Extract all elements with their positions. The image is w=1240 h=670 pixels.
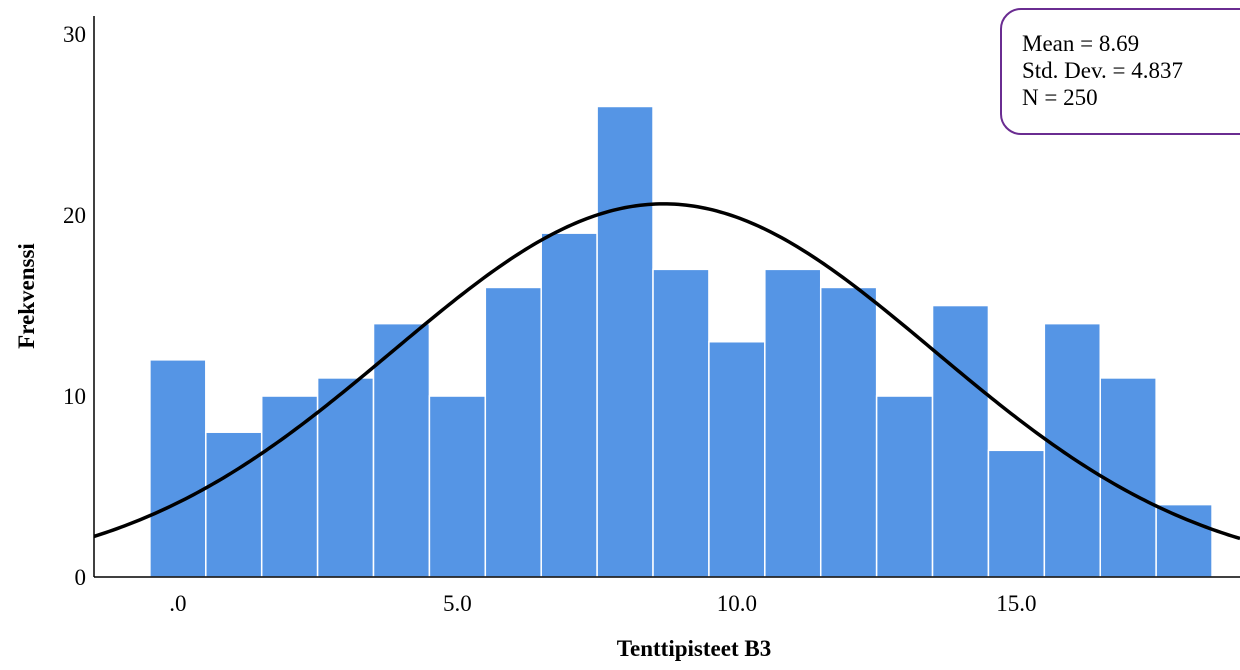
histogram-bar-4 — [372, 322, 431, 578]
histogram-bars — [149, 105, 1213, 578]
y-tick-label: 0 — [75, 565, 87, 590]
stats-n: N = 250 — [1022, 85, 1098, 110]
histogram-bar-18 — [1155, 503, 1213, 578]
x-axis-ticks: .0 5.0 10.0 15.0 — [169, 591, 1036, 616]
histogram-bar-3 — [316, 377, 375, 578]
histogram-bar-11 — [764, 268, 822, 578]
histogram-bar-8 — [596, 105, 654, 578]
y-tick-label: 20 — [63, 203, 86, 228]
histogram-bar-2 — [260, 395, 319, 578]
stats-box-frame — [1000, 8, 1240, 135]
stats-box: Mean = 8.69 Std. Dev. = 4.837 N = 250 — [1000, 8, 1240, 135]
histogram-bar-1 — [205, 431, 263, 578]
histogram-bar-15 — [987, 449, 1046, 578]
y-axis-ticks: 0 10 20 30 — [63, 22, 86, 590]
stats-mean: Mean = 8.69 — [1022, 31, 1139, 56]
x-tick-label: 15.0 — [996, 591, 1036, 616]
histogram-bar-7 — [540, 232, 598, 578]
histogram-bar-9 — [652, 268, 710, 578]
histogram-bar-17 — [1099, 377, 1157, 578]
y-tick-label: 30 — [63, 22, 86, 47]
x-axis-title: Tenttipisteet B3 — [617, 636, 771, 661]
histogram-bar-0 — [149, 359, 207, 578]
x-tick-label: 5.0 — [443, 591, 472, 616]
x-tick-label: 10.0 — [717, 591, 757, 616]
histogram-bar-16 — [1043, 322, 1101, 578]
x-tick-label: .0 — [169, 591, 186, 616]
histogram-bar-13 — [875, 395, 934, 578]
histogram-bar-5 — [428, 395, 487, 578]
histogram-bar-6 — [484, 286, 542, 578]
histogram-bar-14 — [931, 304, 990, 578]
y-axis-title: Frekvenssi — [14, 243, 39, 349]
y-tick-label: 10 — [63, 384, 86, 409]
normal-curve — [93, 202, 1240, 541]
histogram-bar-10 — [708, 340, 766, 578]
stats-std-dev: Std. Dev. = 4.837 — [1022, 58, 1183, 83]
histogram-bar-12 — [819, 286, 878, 578]
